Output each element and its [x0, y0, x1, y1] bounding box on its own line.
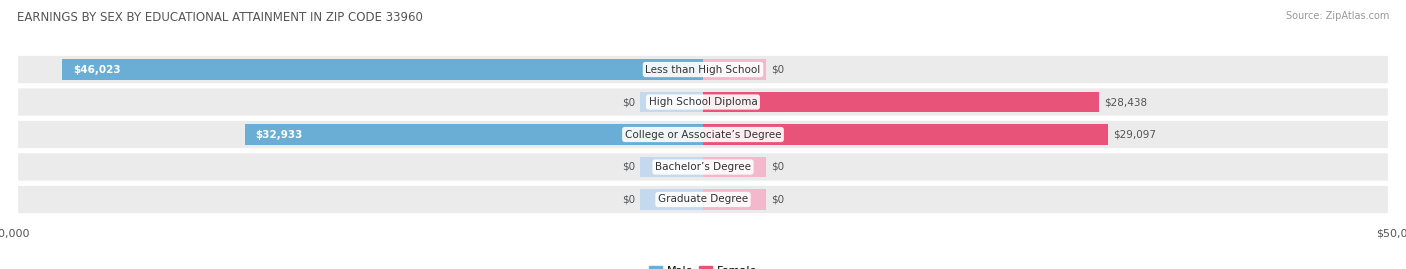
- Bar: [703, 92, 1099, 112]
- Text: College or Associate’s Degree: College or Associate’s Degree: [624, 129, 782, 140]
- FancyBboxPatch shape: [18, 89, 1388, 116]
- Legend: Male, Female: Male, Female: [644, 261, 762, 269]
- FancyBboxPatch shape: [18, 186, 1388, 213]
- Text: $0: $0: [621, 194, 634, 204]
- Text: $29,097: $29,097: [1114, 129, 1157, 140]
- Bar: [640, 92, 703, 112]
- Text: $0: $0: [772, 162, 785, 172]
- Text: Graduate Degree: Graduate Degree: [658, 194, 748, 204]
- Text: $0: $0: [772, 65, 785, 75]
- Text: Source: ZipAtlas.com: Source: ZipAtlas.com: [1285, 11, 1389, 21]
- FancyBboxPatch shape: [18, 121, 1388, 148]
- FancyBboxPatch shape: [18, 56, 1388, 83]
- Bar: [640, 157, 703, 177]
- Text: $46,023: $46,023: [73, 65, 121, 75]
- Text: Bachelor’s Degree: Bachelor’s Degree: [655, 162, 751, 172]
- Text: $0: $0: [772, 194, 785, 204]
- Text: $28,438: $28,438: [1104, 97, 1147, 107]
- FancyBboxPatch shape: [18, 153, 1388, 180]
- Bar: [703, 59, 766, 80]
- Bar: [245, 125, 703, 144]
- Text: $32,933: $32,933: [256, 129, 304, 140]
- Text: High School Diploma: High School Diploma: [648, 97, 758, 107]
- Text: $0: $0: [621, 162, 634, 172]
- Text: $0: $0: [621, 97, 634, 107]
- Text: Less than High School: Less than High School: [645, 65, 761, 75]
- Bar: [62, 59, 703, 80]
- Text: EARNINGS BY SEX BY EDUCATIONAL ATTAINMENT IN ZIP CODE 33960: EARNINGS BY SEX BY EDUCATIONAL ATTAINMEN…: [17, 11, 423, 24]
- Bar: [703, 189, 766, 210]
- Bar: [640, 189, 703, 210]
- Bar: [703, 125, 1108, 144]
- Bar: [703, 157, 766, 177]
